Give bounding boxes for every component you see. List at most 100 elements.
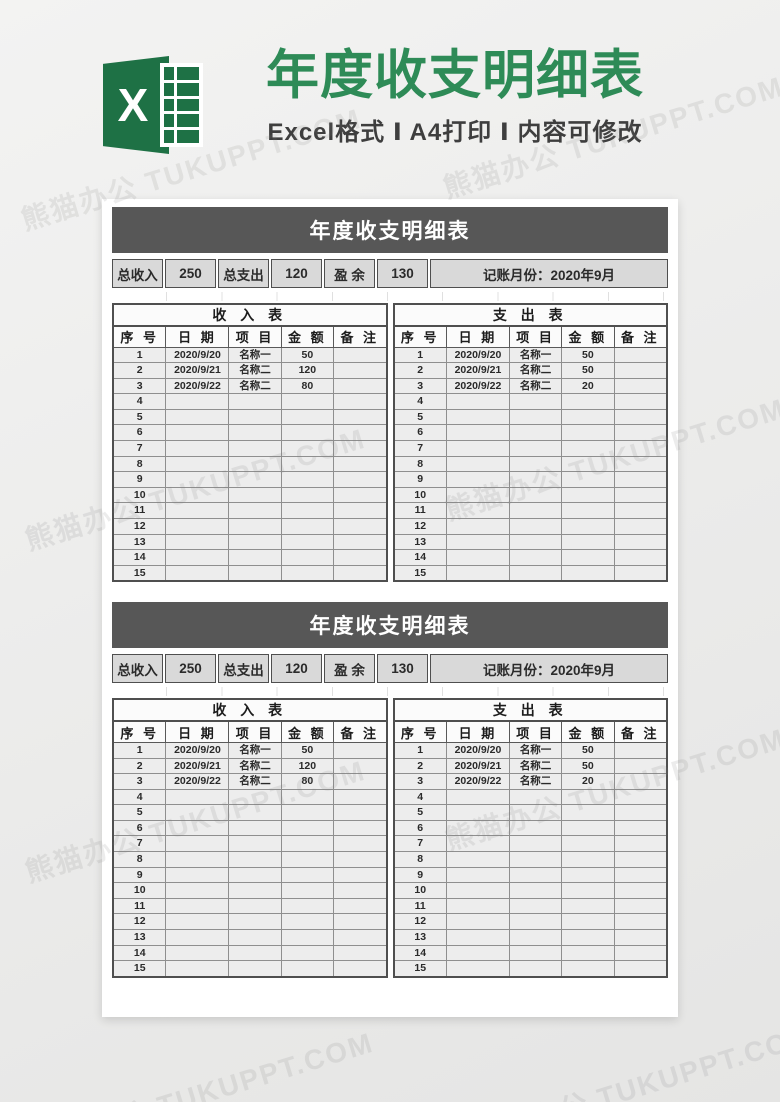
table-row: 2 2020/9/21 名称二 120	[112, 757, 387, 775]
table-cell	[165, 804, 230, 821]
column-header: 日 期	[445, 720, 510, 743]
column-header: 金 额	[280, 325, 335, 348]
table-cell: 名称二	[508, 773, 563, 790]
table-cell	[280, 471, 335, 488]
table-cell: 9	[112, 866, 167, 884]
table-cell: 7	[112, 440, 167, 457]
table-row: 2 2020/9/21 名称二 50	[393, 362, 668, 379]
table-row: 6	[393, 424, 668, 442]
table-cell	[333, 518, 387, 535]
table-row: 11	[393, 897, 668, 915]
table-row: 11	[393, 502, 668, 520]
table-cell	[228, 897, 282, 915]
table-cell: 3	[393, 377, 447, 395]
column-header: 备 注	[333, 720, 387, 743]
table-cell	[228, 502, 282, 520]
table-cell: 6	[393, 424, 447, 442]
table-cell: 名称二	[228, 773, 282, 790]
table-cell	[280, 882, 335, 899]
table-cell: 10	[112, 882, 167, 899]
table-row: 8	[393, 851, 668, 868]
table-cell	[445, 564, 510, 582]
table-cell: 20	[561, 377, 615, 395]
table-cell	[508, 455, 563, 473]
table-cell	[333, 819, 387, 837]
table-cell	[561, 882, 615, 899]
table-cell	[228, 804, 282, 821]
table-cell	[228, 835, 282, 853]
table-cell	[613, 362, 668, 379]
table-cell: 50	[280, 346, 335, 364]
table-cell	[445, 929, 510, 946]
table-row: 10	[112, 486, 387, 504]
table-cell: 2020/9/20	[165, 346, 230, 364]
table-cell	[333, 835, 387, 853]
table-cell: 7	[393, 440, 447, 457]
table-cell: 名称二	[228, 377, 282, 395]
table-row: 2 2020/9/21 名称二 120	[112, 362, 387, 379]
table-cell	[613, 882, 668, 899]
table-cell	[508, 960, 563, 978]
table-cell	[508, 393, 563, 410]
summary-value-total-expense: 120	[271, 259, 322, 288]
summary-label-total-expense: 总支出	[218, 654, 269, 684]
excel-logo-cover: X	[103, 56, 169, 154]
summary-row: 总收入 250 总支出 120 盈 余 130 记账月份：2020年9月	[112, 259, 668, 288]
table-cell	[228, 455, 282, 473]
table-cell: 7	[393, 835, 447, 853]
table-cell	[445, 897, 510, 915]
table-cell	[333, 440, 387, 457]
table-cell	[508, 564, 563, 582]
column-header: 金 额	[561, 325, 615, 348]
table-row: 15	[393, 564, 668, 582]
table-cell: 50	[561, 346, 615, 364]
table-cell	[280, 408, 335, 426]
table-cell: 3	[393, 773, 447, 790]
table-cell	[280, 486, 335, 504]
table-cell	[613, 773, 668, 790]
table-cell: 15	[393, 564, 447, 582]
table-cell	[165, 835, 230, 853]
banner-text: 年度收支明细表 Excel格式 Ⅰ A4打印 Ⅰ 内容可修改	[235, 48, 675, 147]
table-cell	[165, 455, 230, 473]
table-cell	[445, 882, 510, 899]
expense-table-title: 支 出 表	[393, 303, 668, 327]
table-cell	[280, 440, 335, 457]
table-cell	[561, 533, 615, 551]
table-cell	[445, 788, 510, 806]
table-cell	[165, 882, 230, 899]
table-cell	[561, 564, 615, 582]
column-header: 序 号	[393, 720, 447, 743]
summary-label-surplus: 盈 余	[324, 654, 375, 684]
table-cell: 名称二	[508, 377, 563, 395]
table-cell	[228, 549, 282, 566]
table-cell	[333, 960, 387, 978]
gridline-strip	[112, 687, 668, 697]
tables-row: 收 入 表 序 号 日 期 项 目 金 额 备 注 1 2020/9/20 名称一 5…	[112, 698, 668, 978]
table-row: 10	[393, 486, 668, 504]
table-cell	[228, 960, 282, 978]
table-cell	[508, 549, 563, 566]
table-cell	[561, 866, 615, 884]
table-cell	[280, 549, 335, 566]
column-header: 日 期	[445, 325, 510, 348]
table-cell: 9	[112, 471, 167, 488]
table-cell	[333, 851, 387, 868]
table-cell	[228, 882, 282, 899]
table-cell	[445, 502, 510, 520]
column-header: 项 目	[508, 720, 563, 743]
table-cell: 6	[393, 819, 447, 837]
table-cell: 120	[280, 362, 335, 379]
table-cell	[333, 882, 387, 899]
table-row: 5	[112, 804, 387, 821]
summary-label-total-expense: 总支出	[218, 259, 269, 288]
table-cell	[280, 455, 335, 473]
table-cell: 11	[112, 502, 167, 520]
table-cell	[445, 913, 510, 931]
table-cell: 2	[393, 757, 447, 775]
table-cell	[445, 944, 510, 962]
table-cell	[333, 564, 387, 582]
summary-label-total-income: 总收入	[112, 654, 163, 684]
table-cell	[165, 408, 230, 426]
summary-label-surplus: 盈 余	[324, 259, 375, 288]
